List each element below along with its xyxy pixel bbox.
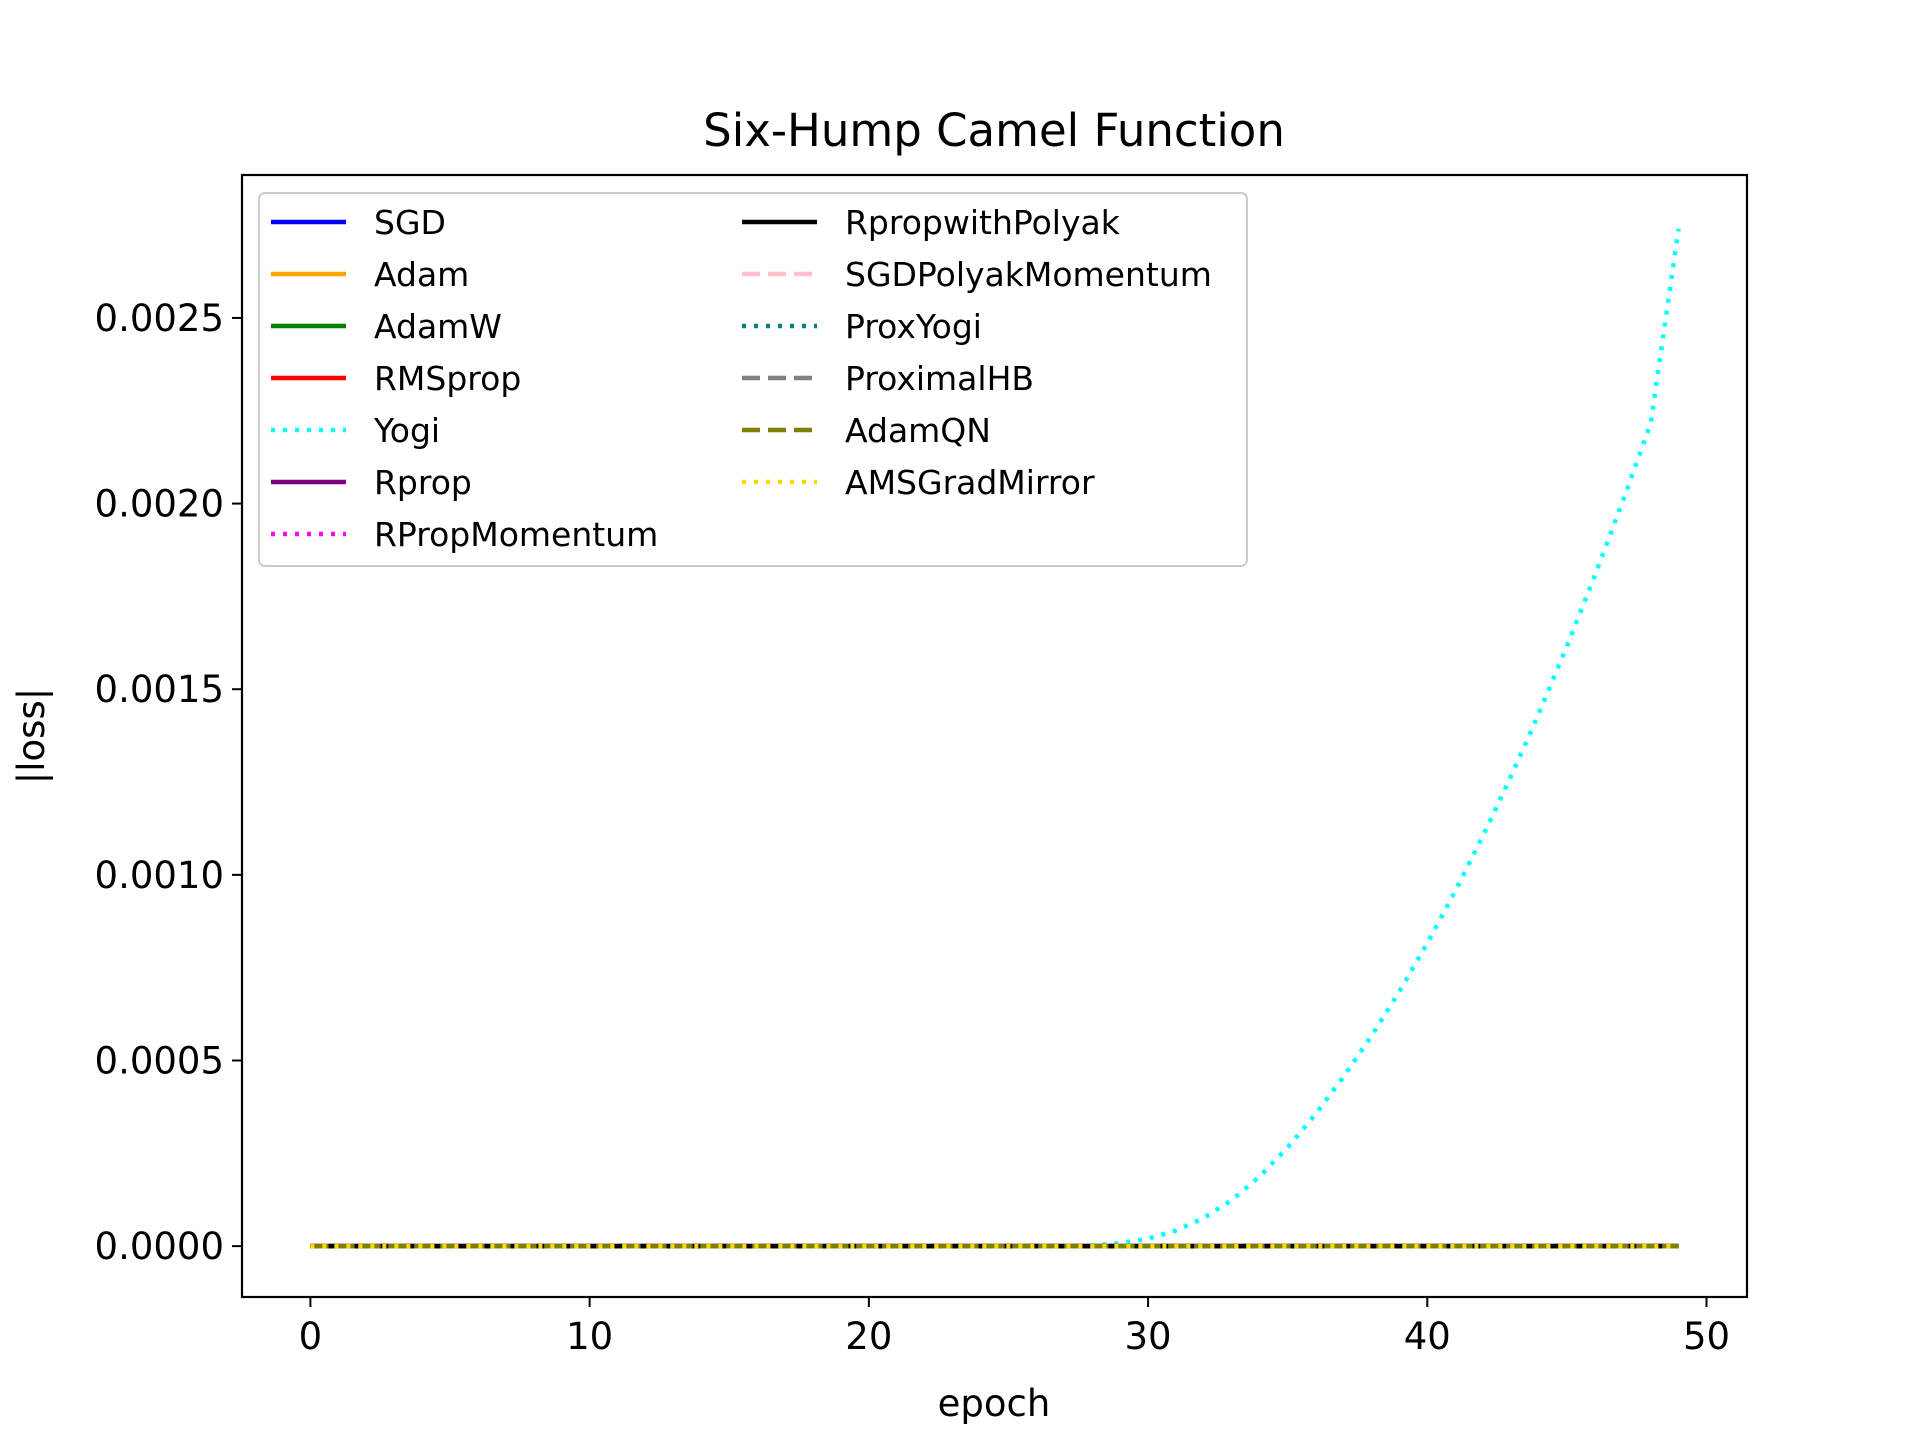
legend-label: AdamQN	[845, 411, 991, 450]
legend-label: SGDPolyakMomentum	[845, 255, 1212, 294]
legend-label: SGD	[374, 203, 446, 242]
y-tick-label: 0.0015	[95, 668, 224, 711]
x-tick-label: 0	[299, 1315, 323, 1358]
legend-label: Yogi	[373, 411, 440, 450]
legend-label: RMSprop	[374, 359, 521, 398]
chart-title: Six-Hump Camel Function	[703, 104, 1285, 157]
x-axis: 0 10 20 30 40 50	[299, 1297, 1730, 1358]
plot-frame	[240, 173, 1749, 1299]
legend-label: ProxYogi	[845, 307, 982, 346]
y-axis: 0.0000 0.0005 0.0010 0.0015 0.0020 0.0025	[95, 297, 242, 1268]
legend: SGD Adam AdamW RMSprop Yogi Rprop RPropMomentu…	[258, 192, 1248, 567]
x-tick-label: 30	[1125, 1315, 1172, 1358]
y-tick-label: 0.0005	[95, 1039, 224, 1082]
y-axis-label: |loss|	[10, 688, 53, 784]
y-tick-label: 0.0025	[95, 297, 224, 340]
x-tick-label: 20	[845, 1315, 892, 1358]
series-layer	[310, 228, 1681, 1249]
legend-label: ProximalHB	[845, 359, 1034, 398]
y-tick-label: 0.0010	[95, 854, 224, 897]
legend-label: RPropMomentum	[374, 515, 658, 554]
legend-label: RpropwithPolyak	[845, 203, 1121, 242]
legend-label: Adam	[374, 255, 469, 294]
x-tick-label: 10	[566, 1315, 613, 1358]
legend-label: AMSGradMirror	[845, 463, 1095, 502]
y-tick-label: 0.0020	[95, 483, 224, 526]
x-axis-label: epoch	[938, 1382, 1051, 1425]
x-tick-label: 40	[1404, 1315, 1451, 1358]
legend-label: AdamW	[374, 307, 502, 346]
y-tick-label: 0.0000	[95, 1225, 224, 1268]
x-tick-label: 50	[1683, 1315, 1730, 1358]
legend-label: Rprop	[374, 463, 472, 502]
